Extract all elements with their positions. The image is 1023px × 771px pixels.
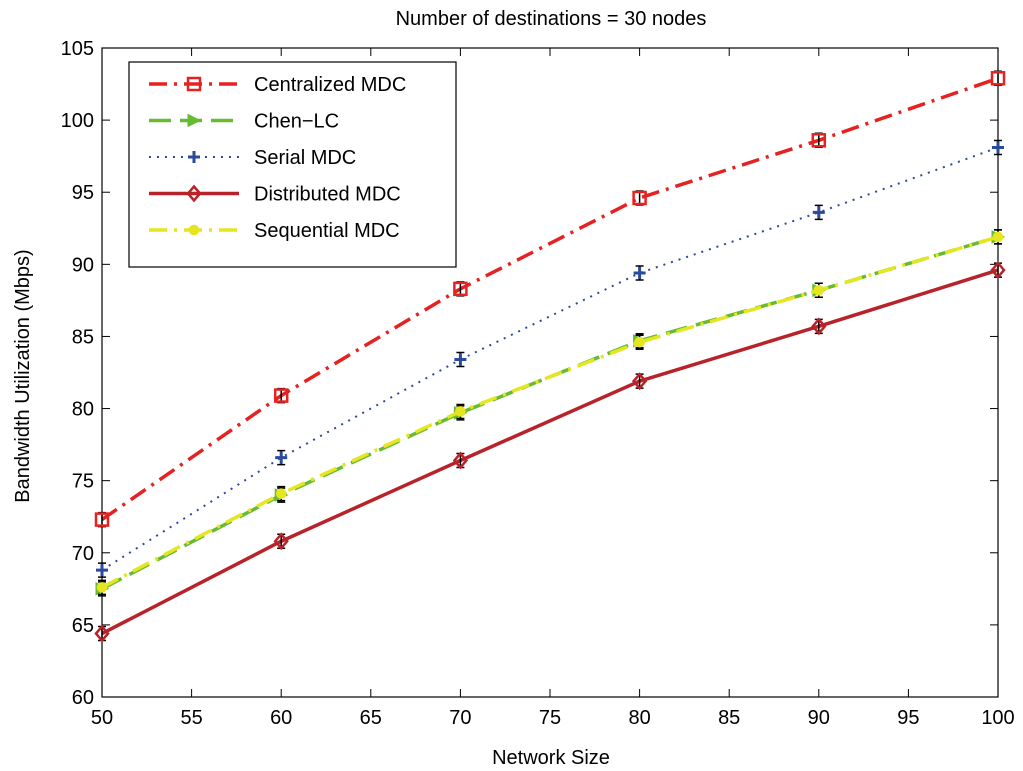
- data-point: [455, 406, 466, 417]
- legend-marker: [188, 224, 200, 236]
- data-point: [632, 190, 647, 206]
- data-point: [453, 281, 468, 297]
- data-point: [813, 284, 825, 296]
- y-tick-label: 60: [72, 687, 94, 709]
- y-tick-label: 95: [72, 182, 94, 204]
- legend-label: Serial MDC: [254, 147, 356, 169]
- series-3: [94, 261, 1006, 643]
- series-line: [101, 146, 999, 571]
- data-point: [273, 388, 289, 403]
- legend-marker: [186, 184, 202, 203]
- legend-label: Sequential MDC: [254, 220, 400, 242]
- data-point: [811, 317, 827, 336]
- legend-label: Centralized MDC: [254, 74, 406, 96]
- x-tick-label: 65: [360, 707, 382, 729]
- x-axis-label: Network Size: [492, 747, 610, 769]
- data-point: [992, 231, 1004, 243]
- data-point: [634, 336, 645, 348]
- x-tick-label: 90: [808, 707, 830, 729]
- series-2: [96, 139, 1004, 578]
- series-line: [101, 76, 999, 522]
- x-tick-label: 85: [718, 707, 740, 729]
- x-tick-label: 95: [897, 707, 919, 729]
- legend-marker: [186, 76, 202, 92]
- x-tick-label: 50: [91, 707, 113, 729]
- x-tick-label: 100: [981, 707, 1014, 729]
- legend-box: [128, 61, 457, 268]
- y-tick-label: 65: [72, 615, 94, 637]
- data-point: [633, 266, 646, 279]
- data-point: [273, 532, 289, 551]
- data-point: [454, 353, 467, 366]
- data-point: [94, 624, 110, 643]
- legend-entry: Centralized MDC: [149, 74, 406, 96]
- y-tick-label: 100: [61, 110, 94, 132]
- y-tick-label: 85: [72, 326, 94, 348]
- x-tick-label: 80: [628, 707, 650, 729]
- y-tick-label: 75: [72, 471, 94, 493]
- data-point: [811, 133, 827, 148]
- y-tick-label: 70: [72, 543, 94, 565]
- plot-area: 50 55 60 65 70 75 80 85 90 95 100 60 65 70 75 80 85 90 95 1…: [61, 38, 1015, 729]
- legend-entry: Serial MDC: [149, 147, 356, 169]
- x-tick-label: 75: [539, 707, 561, 729]
- legend-marker: [188, 151, 200, 163]
- x-tick-label: 55: [180, 707, 202, 729]
- legend-entry: Chen−LC: [149, 111, 339, 133]
- data-point: [452, 451, 469, 470]
- legend-entry: Sequential MDC: [149, 220, 400, 242]
- x-tick-label: 70: [449, 707, 471, 729]
- x-tick-label: 60: [270, 707, 292, 729]
- data-point: [990, 71, 1006, 86]
- legend-label: Distributed MDC: [254, 184, 401, 206]
- legend: Centralized MDC Chen−LC Serial MDC Distribu…: [128, 61, 457, 268]
- data-point: [631, 372, 648, 391]
- legend-marker: [187, 113, 202, 128]
- data-point: [96, 582, 108, 593]
- y-tick-label: 90: [72, 254, 94, 276]
- series-line: [101, 268, 999, 636]
- series-0: [94, 70, 1006, 528]
- chart-title: Number of destinations = 30 nodes: [396, 8, 707, 30]
- data-point: [992, 141, 1004, 154]
- series-line: [101, 235, 999, 589]
- series-4: [96, 229, 1004, 596]
- y-axis-label: Bandwidth Utilization (Mbps): [12, 249, 34, 502]
- y-tick-label: 80: [72, 399, 94, 421]
- data-point: [275, 451, 288, 464]
- legend-entry: Distributed MDC: [149, 184, 401, 206]
- y-tick-label: 105: [61, 38, 94, 60]
- data-point: [990, 261, 1006, 280]
- data-point: [812, 206, 825, 219]
- legend-label: Chen−LC: [254, 111, 339, 133]
- data-point: [94, 512, 110, 527]
- data-point: [275, 488, 287, 499]
- data-point: [96, 564, 108, 577]
